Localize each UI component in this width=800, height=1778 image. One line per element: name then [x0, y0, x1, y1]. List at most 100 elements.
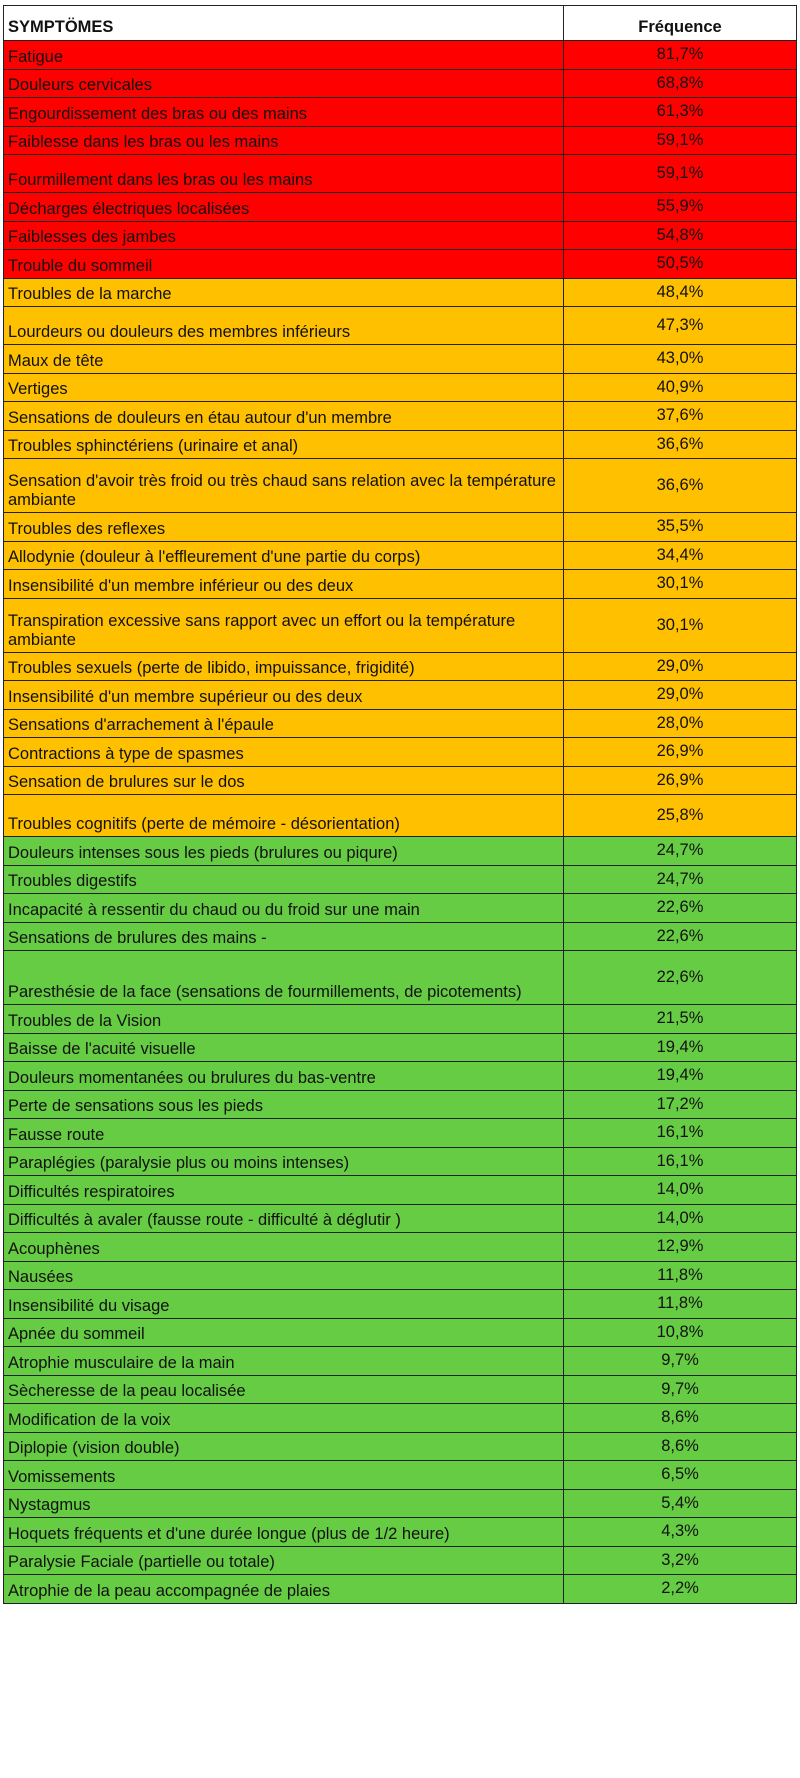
frequency-cell: 9,7% — [563, 1374, 797, 1404]
symptom-row: Insensibilité d'un membre supérieur ou d… — [3, 680, 797, 710]
frequency-cell: 12,9% — [563, 1232, 797, 1262]
symptom-cell: Apnée du sommeil — [3, 1317, 564, 1347]
frequency-cell: 61,3% — [563, 97, 797, 127]
symptom-row: Troubles cognitifs (perte de mémoire - d… — [3, 794, 797, 837]
frequency-cell: 16,1% — [563, 1118, 797, 1148]
symptom-cell: Décharges électriques localisées — [3, 192, 564, 222]
symptom-cell: Troubles cognitifs (perte de mémoire - d… — [3, 794, 564, 837]
symptom-row: Troubles des reflexes 35,5% — [3, 512, 797, 542]
frequency-cell: 54,8% — [563, 220, 797, 250]
symptom-row: Difficultés à avaler (fausse route - dif… — [3, 1203, 797, 1233]
symptom-row: Troubles sexuels (perte de libido, impui… — [3, 651, 797, 681]
symptom-cell: Insensibilité d'un membre inférieur ou d… — [3, 569, 564, 599]
frequency-cell: 36,6% — [563, 429, 797, 459]
frequency-cell: 50,5% — [563, 249, 797, 279]
frequency-cell: 81,7% — [563, 40, 797, 70]
symptom-cell: Difficultés respiratoires — [3, 1175, 564, 1205]
frequency-cell: 24,7% — [563, 864, 797, 894]
frequency-cell: 29,0% — [563, 651, 797, 681]
symptom-row: Insensibilité d'un membre inférieur ou d… — [3, 569, 797, 599]
symptom-row: Décharges électriques localisées 55,9% — [3, 192, 797, 222]
symptom-cell: Sècheresse de la peau localisée — [3, 1374, 564, 1404]
symptom-row: Atrophie de la peau accompagnée de plaie… — [3, 1574, 797, 1604]
frequency-cell: 2,2% — [563, 1574, 797, 1604]
frequency-cell: 21,5% — [563, 1004, 797, 1034]
symptom-row: Modification de la voix 8,6% — [3, 1403, 797, 1433]
symptom-cell: Sensations d'arrachement à l'épaule — [3, 708, 564, 738]
symptom-cell: Perte de sensations sous les pieds — [3, 1089, 564, 1119]
frequency-cell: 24,7% — [563, 836, 797, 866]
symptom-row: Maux de tête 43,0% — [3, 344, 797, 374]
symptom-row: Sècheresse de la peau localisée 9,7% — [3, 1374, 797, 1404]
frequency-cell: 16,1% — [563, 1146, 797, 1176]
symptom-row: Allodynie (douleur à l'effleurement d'un… — [3, 540, 797, 570]
symptom-row: Paraplégies (paralysie plus ou moins int… — [3, 1146, 797, 1176]
frequency-cell: 34,4% — [563, 540, 797, 570]
symptom-cell: Fourmillement dans les bras ou les mains — [3, 154, 564, 193]
frequency-cell: 68,8% — [563, 68, 797, 98]
symptom-cell: Baisse de l'acuité visuelle — [3, 1032, 564, 1062]
symptom-cell: Troubles sphinctériens (urinaire et anal… — [3, 429, 564, 459]
frequency-cell: 30,1% — [563, 597, 797, 653]
symptom-cell: Allodynie (douleur à l'effleurement d'un… — [3, 540, 564, 570]
symptom-row: Troubles de la Vision 21,5% — [3, 1004, 797, 1034]
frequency-cell: 3,2% — [563, 1545, 797, 1575]
symptom-cell: Faiblesses des jambes — [3, 220, 564, 250]
symptom-cell: Douleurs cervicales — [3, 68, 564, 98]
frequency-cell: 25,8% — [563, 794, 797, 837]
frequency-cell: 11,8% — [563, 1260, 797, 1290]
symptom-row: Douleurs cervicales 68,8% — [3, 68, 797, 98]
symptom-row: Faiblesse dans les bras ou les mains 59,1… — [3, 125, 797, 155]
symptom-cell: Fatigue — [3, 40, 564, 70]
symptom-cell: Lourdeurs ou douleurs des membres inféri… — [3, 306, 564, 345]
frequency-cell: 8,6% — [563, 1403, 797, 1433]
symptom-table: SYMPTÖMES Fréquence Fatigue 81,7% Douleurs… — [3, 5, 797, 1604]
symptom-cell: Paralysie Faciale (partielle ou totale) — [3, 1545, 564, 1575]
symptom-cell: Sensations de brulures des mains - — [3, 921, 564, 951]
symptom-row: Troubles sphinctériens (urinaire et anal… — [3, 429, 797, 459]
symptom-cell: Troubles digestifs — [3, 864, 564, 894]
frequency-cell: 29,0% — [563, 680, 797, 710]
symptom-row: Engourdissement des bras ou des mains 61,… — [3, 97, 797, 127]
symptom-row: Baisse de l'acuité visuelle 19,4% — [3, 1032, 797, 1062]
frequency-cell: 8,6% — [563, 1431, 797, 1461]
frequency-cell: 35,5% — [563, 512, 797, 542]
symptom-row: Trouble du sommeil 50,5% — [3, 249, 797, 279]
symptom-cell: Nausées — [3, 1260, 564, 1290]
symptom-cell: Douleurs intenses sous les pieds (brulur… — [3, 836, 564, 866]
symptom-row: Faiblesses des jambes 54,8% — [3, 220, 797, 250]
symptom-cell: Douleurs momentanées ou brulures du bas-… — [3, 1061, 564, 1091]
symptom-row: Douleurs intenses sous les pieds (brulur… — [3, 836, 797, 866]
symptom-cell: Atrophie musculaire de la main — [3, 1346, 564, 1376]
symptom-cell: Sensation de brulures sur le dos — [3, 765, 564, 795]
header-row: SYMPTÖMES Fréquence — [3, 5, 797, 41]
frequency-cell: 17,2% — [563, 1089, 797, 1119]
symptom-row: Sensation de brulures sur le dos 26,9% — [3, 765, 797, 795]
symptom-row: Contractions à type de spasmes 26,9% — [3, 737, 797, 767]
symptom-row: Paralysie Faciale (partielle ou totale) 3… — [3, 1545, 797, 1575]
symptom-cell: Difficultés à avaler (fausse route - dif… — [3, 1203, 564, 1233]
frequency-cell: 47,3% — [563, 306, 797, 345]
frequency-cell: 26,9% — [563, 737, 797, 767]
symptom-cell: Sensation d'avoir très froid ou très cha… — [3, 458, 564, 513]
symptom-cell: Troubles des reflexes — [3, 512, 564, 542]
symptom-row: Diplopie (vision double) 8,6% — [3, 1431, 797, 1461]
symptom-cell: Troubles sexuels (perte de libido, impui… — [3, 651, 564, 681]
header-cell: Fréquence — [563, 5, 797, 41]
frequency-cell: 11,8% — [563, 1289, 797, 1319]
symptom-cell: Maux de tête — [3, 344, 564, 374]
frequency-cell: 26,9% — [563, 765, 797, 795]
symptom-cell: Troubles de la marche — [3, 277, 564, 307]
frequency-cell: 22,6% — [563, 893, 797, 923]
symptom-cell: Trouble du sommeil — [3, 249, 564, 279]
symptom-cell: Paraplégies (paralysie plus ou moins int… — [3, 1146, 564, 1176]
symptom-row: Hoquets fréquents et d'une durée longue … — [3, 1517, 797, 1547]
header-cell: SYMPTÖMES — [3, 5, 564, 41]
symptom-row: Apnée du sommeil 10,8% — [3, 1317, 797, 1347]
symptom-row: Sensations d'arrachement à l'épaule 28,0% — [3, 708, 797, 738]
symptom-cell: Troubles de la Vision — [3, 1004, 564, 1034]
frequency-cell: 28,0% — [563, 708, 797, 738]
symptom-cell: Nystagmus — [3, 1488, 564, 1518]
frequency-cell: 59,1% — [563, 154, 797, 193]
